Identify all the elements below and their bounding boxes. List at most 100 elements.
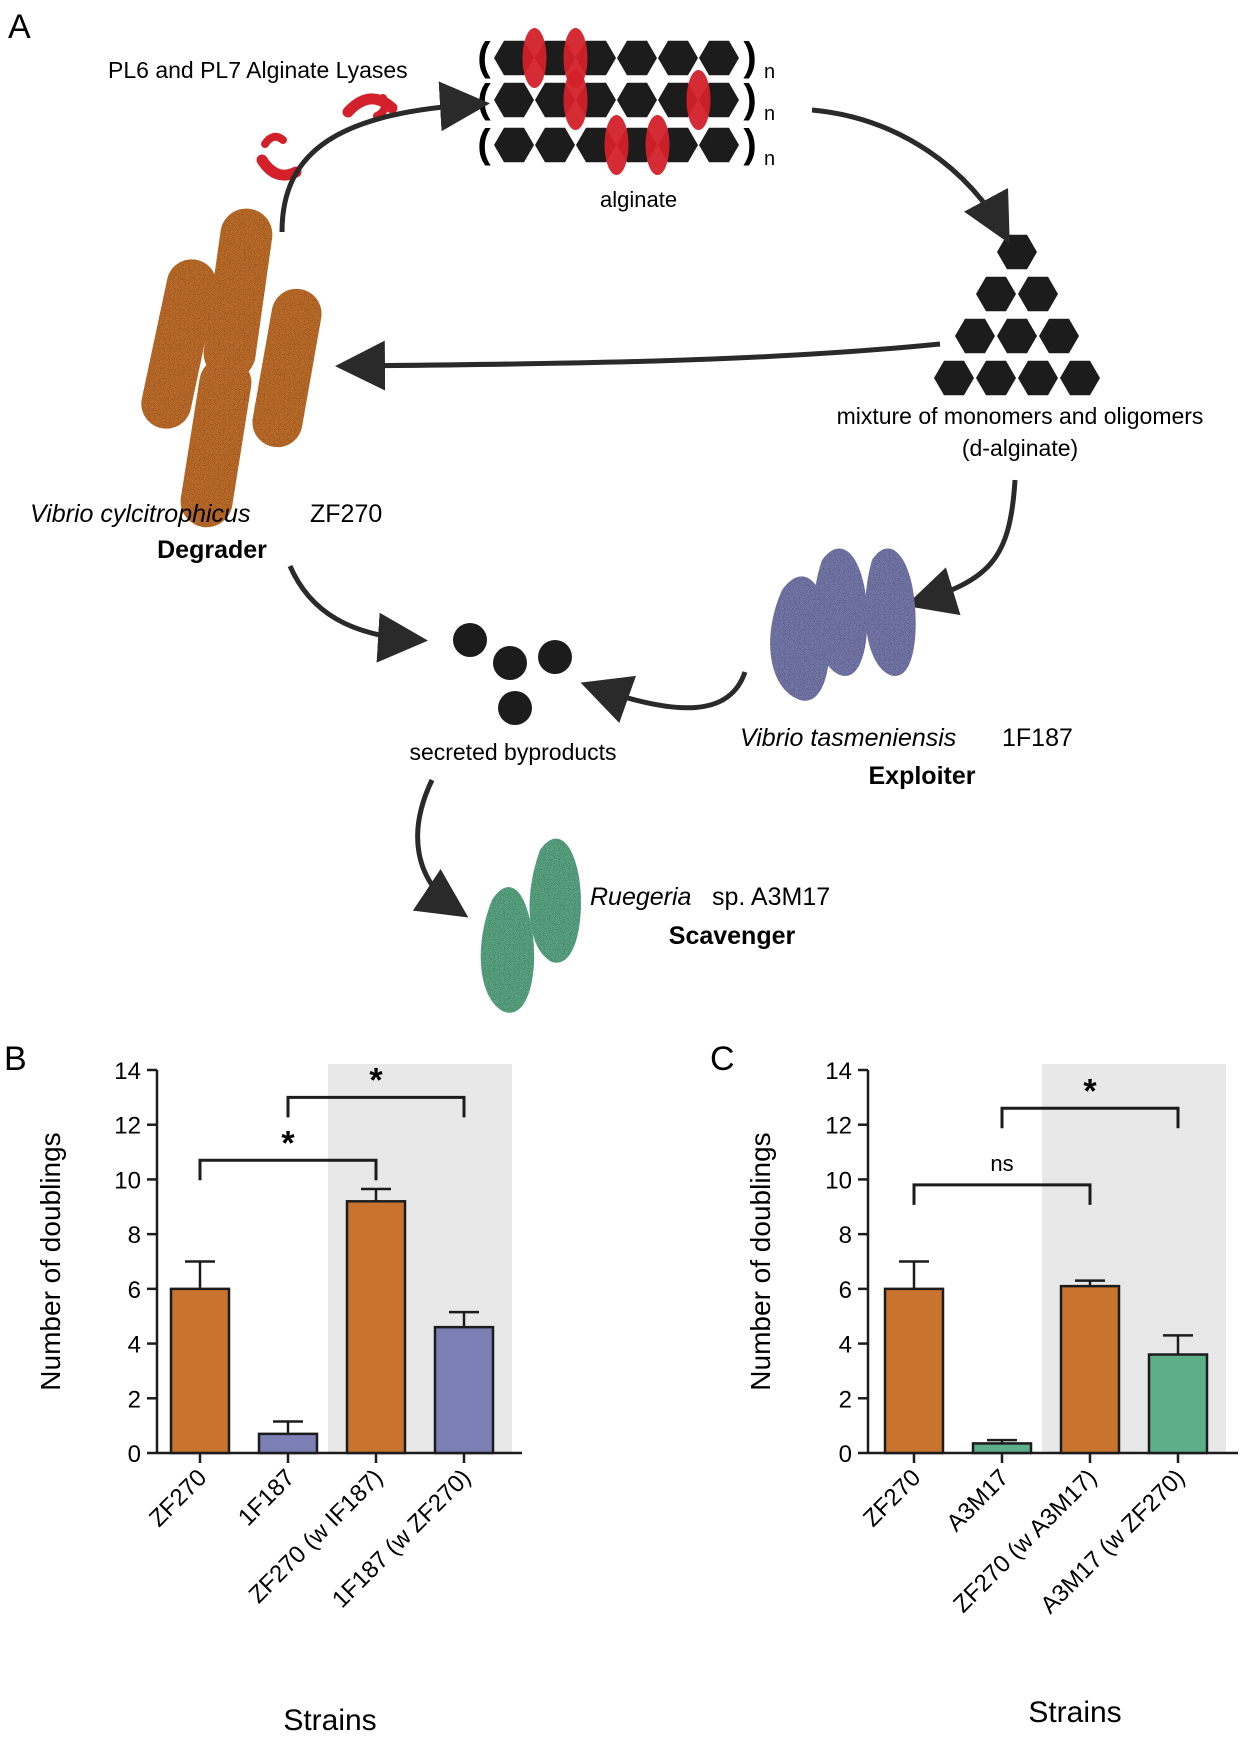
panel-label: C (710, 1040, 735, 1078)
monomer-hexagon (699, 40, 739, 76)
degrader-cell (180, 356, 252, 528)
x-axis-label: Strains (1028, 1696, 1121, 1729)
byproduct-dot (453, 623, 487, 657)
y-axis-label: Number of doublings (745, 1132, 776, 1390)
significance-bracket (912, 1183, 1092, 1205)
monomer-hexagon (934, 360, 974, 396)
degrader-cell (252, 288, 322, 448)
monomer-hexagon (617, 82, 657, 118)
alginate-lyase-icon (256, 132, 302, 181)
y-tick-label: 2 (839, 1386, 852, 1413)
arrow-mixture-to-exploiter (905, 479, 1018, 616)
significance-bracket (198, 1158, 378, 1181)
significance-bracket (1000, 1106, 1180, 1129)
monomer-hexagon (535, 127, 575, 163)
y-tick-label: 14 (825, 1058, 852, 1085)
panel-c-chart: C 0 2 4 6 8 10 12 14 Number of doublings ZF270 A3M1… (710, 1040, 1238, 1729)
scavenger-role: Scavenger (669, 922, 796, 950)
monomer-hexagon (699, 127, 739, 163)
bar (433, 1325, 495, 1455)
degrader-species: Vibrio cylcitrophicus (30, 500, 250, 528)
y-axis-label: Number of doublings (35, 1132, 66, 1390)
arrow-degrader-to-alginate (279, 81, 490, 233)
exploiter-cells (770, 548, 916, 701)
mixture-label-line1: mixture of monomers and oligomers (837, 403, 1204, 429)
y-tick-label: 4 (128, 1332, 141, 1359)
significance-label: * (1083, 1072, 1097, 1110)
y-tick-label: 10 (114, 1167, 141, 1194)
exploiter-cell (813, 548, 868, 676)
byproduct-dot (493, 646, 527, 680)
bracket-right: ) (743, 77, 756, 121)
degrader-strain: ZF270 (310, 500, 382, 528)
y-tick-label: 8 (128, 1222, 141, 1249)
panel-label: B (4, 1040, 27, 1078)
scavenger-species: Ruegeria (590, 883, 692, 911)
monomer-hexagon (997, 318, 1037, 354)
bracket-left: ( (477, 35, 491, 79)
monomer-hexagon (494, 127, 534, 163)
lyase-cut-site (563, 28, 588, 88)
scavenger-cell (529, 838, 581, 963)
arrow-exploiter-to-byproducts (580, 671, 748, 723)
enzyme-label: PL6 and PL7 Alginate Lyases (108, 57, 408, 83)
monomer-hexagon (976, 360, 1016, 396)
y-tick-label: 6 (839, 1277, 852, 1304)
exploiter-strain: 1F187 (1002, 724, 1073, 752)
y-tick-label: 10 (825, 1167, 852, 1194)
alginate-polymer-chains: () n () n () n (477, 28, 775, 175)
significance-label: * (369, 1061, 383, 1099)
arrow-alginate-to-mixture (811, 107, 1010, 244)
x-axis-label: Strains (283, 1704, 376, 1737)
panel-b-chart: B 0 2 4 6 8 10 12 14 Number of doublings ZF270 1F18… (4, 1040, 522, 1737)
x-tick-label: ZF270 (144, 1464, 212, 1532)
bar (1059, 1284, 1121, 1455)
bracket-left: ( (477, 122, 491, 166)
degrader-cell (203, 208, 273, 380)
y-tick-label: 2 (128, 1386, 141, 1413)
y-tick-label: 14 (114, 1058, 141, 1085)
arrow-byproducts-to-scavenger (412, 778, 469, 918)
degrader-cell (141, 259, 217, 429)
exploiter-role: Exploiter (869, 762, 976, 790)
x-tick-label: A3M17 (941, 1464, 1014, 1537)
monomer-hexagon (1018, 360, 1058, 396)
monomer-hexagon (617, 40, 657, 76)
oligomer-pyramid (934, 234, 1100, 396)
arrow-degrader-to-byproducts (287, 565, 428, 663)
lyase-cut-site (604, 115, 629, 175)
bar (883, 1287, 945, 1455)
monomer-hexagon (658, 40, 698, 76)
panel-a-label: A (8, 8, 31, 46)
alginate-chain: () n (477, 28, 775, 88)
byproduct-dots (453, 623, 572, 725)
monomer-hexagon (1039, 318, 1079, 354)
alginate-label: alginate (600, 187, 677, 212)
repeat-subscript: n (764, 61, 775, 83)
alginate-lyase-icon (342, 93, 398, 120)
bracket-right: ) (743, 35, 756, 79)
bar (971, 1442, 1033, 1455)
monomer-hexagon (494, 82, 534, 118)
y-tick-label: 8 (839, 1222, 852, 1249)
alginate-chain: () n (477, 70, 775, 130)
byproduct-dot (538, 640, 572, 674)
scavenger-cell (480, 887, 535, 1013)
byproducts-label: secreted byproducts (409, 739, 616, 765)
degrader-role: Degrader (157, 536, 267, 564)
monomer-hexagon (1018, 276, 1058, 312)
x-tick-label: ZF270 (858, 1464, 926, 1532)
arrow-mixture-to-degrader (335, 340, 941, 391)
lyase-cut-site (645, 115, 670, 175)
exploiter-cell (865, 548, 916, 676)
scavenger-strain: sp. A3M17 (712, 883, 830, 911)
y-tick-label: 4 (839, 1332, 852, 1359)
degrader-cells (141, 208, 322, 528)
y-tick-label: 12 (114, 1113, 141, 1140)
mixture-label-line2: (d-alginate) (962, 435, 1078, 461)
monomer-hexagon (976, 276, 1016, 312)
bar (345, 1200, 407, 1455)
monomer-hexagon (955, 318, 995, 354)
lyase-cut-site (522, 28, 547, 88)
